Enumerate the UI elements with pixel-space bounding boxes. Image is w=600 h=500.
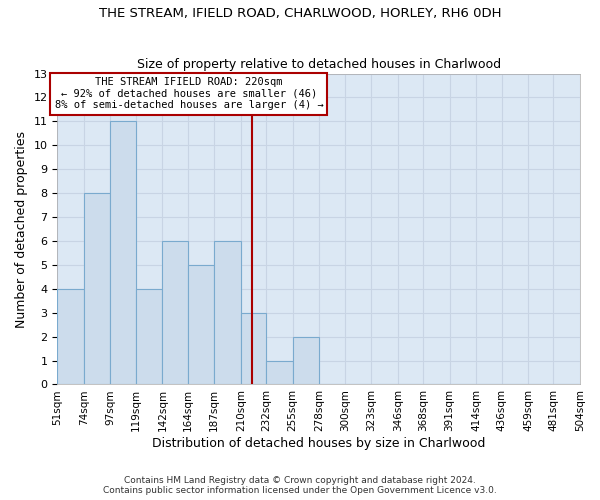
- Text: Contains HM Land Registry data © Crown copyright and database right 2024.
Contai: Contains HM Land Registry data © Crown c…: [103, 476, 497, 495]
- Bar: [84, 193, 110, 384]
- Bar: [266, 360, 293, 384]
- Bar: [136, 289, 163, 384]
- Bar: [110, 122, 136, 384]
- Text: THE STREAM, IFIELD ROAD, CHARLWOOD, HORLEY, RH6 0DH: THE STREAM, IFIELD ROAD, CHARLWOOD, HORL…: [99, 8, 501, 20]
- Y-axis label: Number of detached properties: Number of detached properties: [15, 130, 28, 328]
- Bar: [188, 265, 214, 384]
- Bar: [214, 241, 241, 384]
- X-axis label: Distribution of detached houses by size in Charlwood: Distribution of detached houses by size …: [152, 437, 485, 450]
- Bar: [293, 336, 319, 384]
- Bar: [241, 312, 266, 384]
- Title: Size of property relative to detached houses in Charlwood: Size of property relative to detached ho…: [137, 58, 501, 71]
- Bar: [58, 289, 84, 384]
- Text: THE STREAM IFIELD ROAD: 220sqm
← 92% of detached houses are smaller (46)
8% of s: THE STREAM IFIELD ROAD: 220sqm ← 92% of …: [55, 77, 323, 110]
- Bar: [163, 241, 188, 384]
